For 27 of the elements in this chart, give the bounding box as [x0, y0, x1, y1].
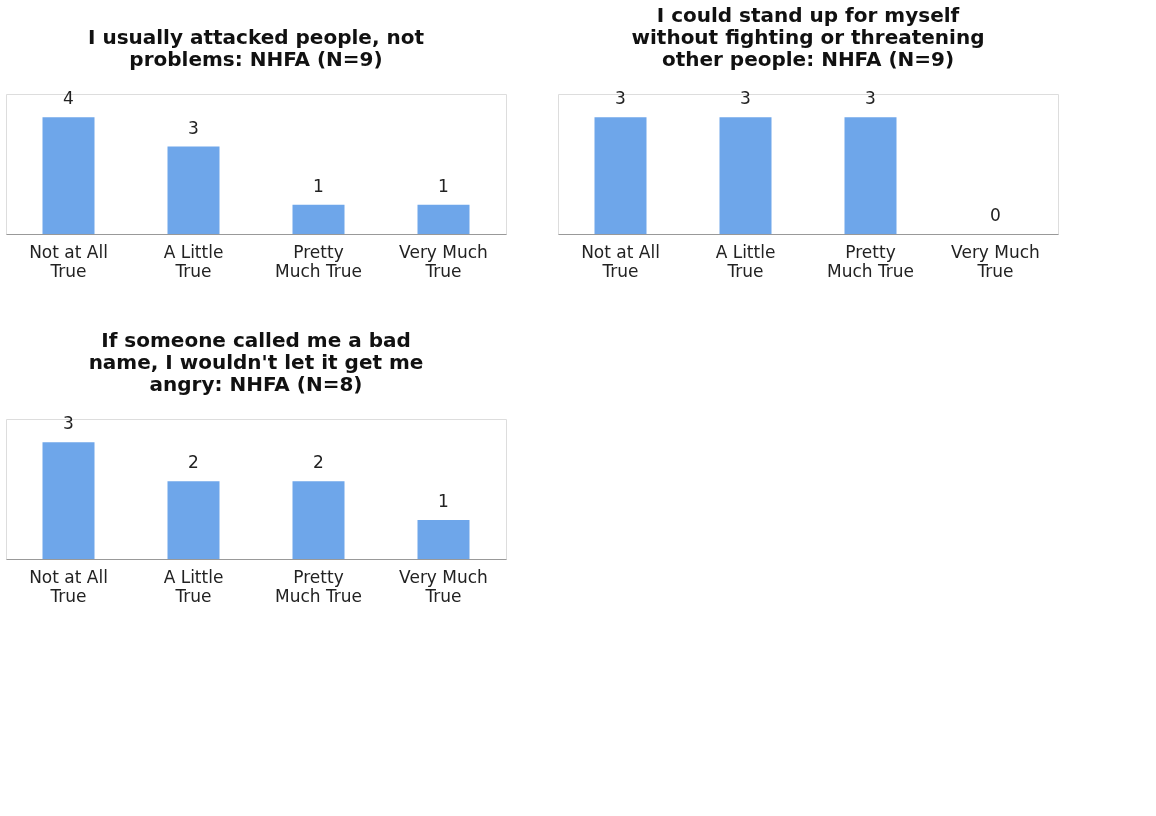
data-label: 1	[313, 175, 324, 196]
x-tick-label: Not at All True	[581, 241, 660, 281]
x-tick-label: Pretty Much True	[274, 241, 363, 281]
data-label: 3	[740, 88, 751, 109]
x-tick-label: A Little True	[715, 241, 776, 281]
chart-title: I could stand up for myself without fighting or threatening other people: NHFA (N=9)	[631, 3, 985, 72]
x-tick-label: A Little True	[163, 241, 224, 281]
x-tick-label: Not at All True	[29, 566, 108, 606]
data-label: 4	[63, 88, 74, 109]
x-tick-label: Pretty Much True	[274, 566, 363, 606]
data-label: 1	[438, 491, 449, 512]
x-tick-label: Pretty Much True	[826, 241, 915, 281]
x-tick-label: Not at All True	[29, 241, 108, 281]
data-label: 2	[313, 452, 324, 473]
x-tick-label: Very Much True	[399, 241, 488, 281]
x-tick-label: Very Much True	[399, 566, 488, 606]
data-label: 2	[188, 452, 199, 473]
data-label: 3	[63, 413, 74, 434]
x-tick-label: A Little True	[163, 566, 224, 606]
data-label: 3	[615, 88, 626, 109]
data-label: 0	[990, 205, 1001, 225]
data-label: 1	[438, 175, 449, 196]
chart-title: If someone called me a bad name, I wouldn't let it get me angry: NHFA (N=8)	[88, 328, 424, 397]
data-label: 3	[865, 88, 876, 109]
chart-title: I usually attacked people, not problems: NHFA (N=9)	[87, 25, 425, 72]
x-tick-label: Very Much True	[951, 241, 1040, 281]
data-label: 3	[188, 117, 199, 138]
